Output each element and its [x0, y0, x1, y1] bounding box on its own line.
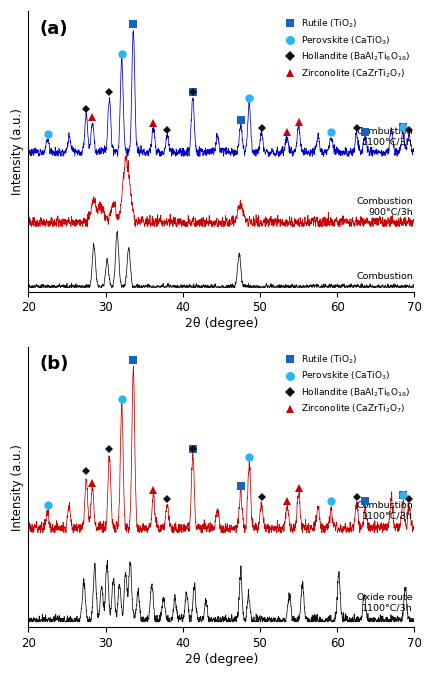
Text: Combustion
1100°C/3h: Combustion 1100°C/3h — [356, 127, 413, 146]
Text: Oxide route
1100°C/3h: Oxide route 1100°C/3h — [357, 593, 413, 613]
Y-axis label: Intensity (a.u.): Intensity (a.u.) — [11, 443, 24, 531]
X-axis label: 2θ (degree): 2θ (degree) — [185, 317, 258, 330]
Text: (a): (a) — [40, 20, 68, 37]
Legend: Rutile (TiO$_2$), Perovskite (CaTiO$_3$), Hollandite (BaAl$_2$Ti$_6$O$_{16}$), Z: Rutile (TiO$_2$), Perovskite (CaTiO$_3$)… — [277, 14, 414, 83]
Y-axis label: Intensity (a.u.): Intensity (a.u.) — [11, 108, 24, 195]
Text: Combustion: Combustion — [356, 272, 413, 281]
Text: Combustion
900°C/3h: Combustion 900°C/3h — [356, 196, 413, 216]
X-axis label: 2θ (degree): 2θ (degree) — [185, 653, 258, 666]
Text: Combustion
1100°C/3h: Combustion 1100°C/3h — [356, 501, 413, 521]
Text: (b): (b) — [40, 355, 69, 373]
Legend: Rutile (TiO$_2$), Perovskite (CaTiO$_3$), Hollandite (BaAl$_2$Ti$_6$O$_{16}$), Z: Rutile (TiO$_2$), Perovskite (CaTiO$_3$)… — [277, 349, 414, 419]
